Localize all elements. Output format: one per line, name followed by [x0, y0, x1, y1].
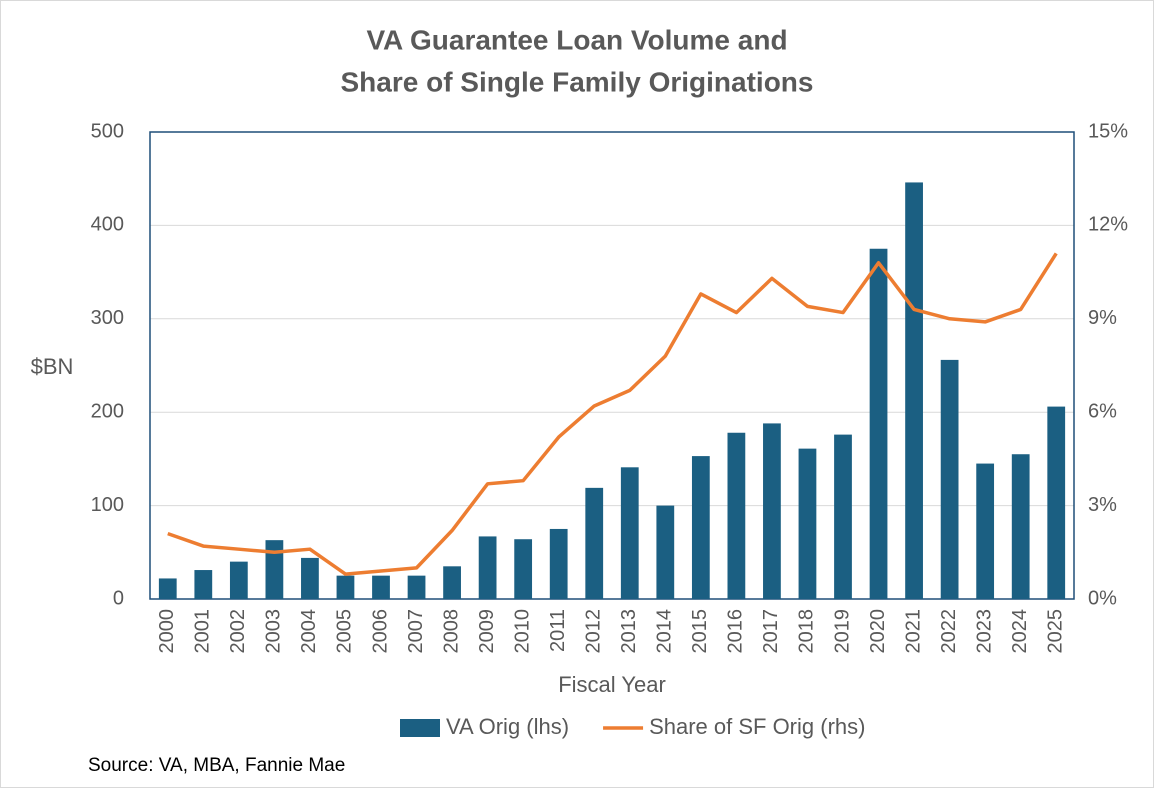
bar [301, 557, 319, 599]
bar [265, 540, 284, 599]
bar [158, 578, 177, 599]
legend-label: VA Orig (lhs) [446, 714, 569, 739]
legend-label: Share of SF Orig (rhs) [649, 714, 865, 739]
y2-tick-label: 0% [1088, 587, 1117, 609]
bar [372, 575, 390, 599]
bar [763, 423, 781, 599]
bar [976, 463, 995, 599]
bar [549, 528, 568, 599]
y2-tick-label: 9% [1088, 307, 1117, 329]
y2-tick-label: 15% [1088, 120, 1128, 142]
y-tick-label: 100 [91, 494, 124, 516]
x-tick-label: 2021 [902, 609, 924, 654]
bar [514, 539, 533, 599]
chart-title: VA Guarantee Loan Volume and [366, 24, 787, 55]
x-tick-label: 2022 [938, 609, 960, 654]
x-tick-label: 2015 [689, 609, 711, 654]
y2-tick-label: 3% [1088, 494, 1117, 516]
x-tick-label: 2014 [654, 609, 676, 654]
y-tick-label: 400 [91, 214, 124, 236]
bar [620, 467, 639, 599]
x-tick-label: 2009 [476, 609, 498, 654]
x-tick-label: 2025 [1045, 609, 1067, 654]
x-tick-label: 2013 [618, 609, 640, 654]
y2-tick-label: 6% [1088, 400, 1117, 422]
source-note: Source: VA, MBA, Fannie Mae [88, 755, 345, 776]
bar [229, 561, 248, 599]
x-tick-label: 2007 [405, 609, 427, 654]
bar [585, 487, 604, 599]
bar [834, 434, 852, 599]
y-tick-label: 300 [91, 307, 124, 329]
bar [905, 182, 923, 599]
x-tick-label: 2011 [547, 609, 569, 652]
x-tick-label: 2019 [831, 609, 853, 654]
bar [1047, 406, 1066, 599]
bar [336, 575, 355, 599]
x-tick-label: 2017 [760, 609, 782, 654]
bar [691, 456, 710, 599]
line [167, 252, 1058, 576]
bar [407, 575, 426, 599]
bar [478, 536, 497, 599]
y-tick-label: 0 [113, 587, 124, 609]
bar [443, 566, 461, 599]
x-tick-label: 2024 [1009, 609, 1031, 654]
bar [869, 248, 888, 599]
plot-frame [149, 131, 1075, 600]
x-tick-label: 2004 [298, 609, 320, 654]
x-tick-label: 2002 [227, 609, 249, 654]
x-tick-label: 2016 [725, 609, 747, 654]
x-tick-label: 2006 [369, 609, 391, 654]
x-tick-label: 2000 [156, 609, 178, 654]
x-tick-label: 2010 [511, 609, 533, 654]
x-axis-title: Fiscal Year [558, 672, 666, 697]
y-tick-label: 200 [91, 400, 124, 422]
chart-title: Share of Single Family Originations [341, 66, 814, 97]
y2-tick-label: 12% [1088, 214, 1128, 236]
x-tick-label: 2020 [867, 609, 889, 654]
x-tick-label: 2008 [440, 609, 462, 654]
x-tick-label: 2023 [973, 609, 995, 654]
bar [656, 505, 675, 599]
bar [727, 432, 746, 599]
x-tick-label: 2005 [334, 609, 356, 654]
x-tick-label: 2012 [583, 609, 605, 654]
legend-swatch [400, 719, 440, 737]
x-tick-label: 2003 [263, 609, 285, 654]
x-tick-label: 2018 [796, 609, 818, 654]
x-tick-label: 2001 [192, 609, 214, 654]
y-tick-label: 500 [91, 120, 124, 142]
bar [194, 570, 213, 599]
bar [1011, 454, 1030, 599]
bar [798, 448, 817, 599]
y-axis-title: $BN [31, 354, 74, 379]
bar [940, 359, 959, 599]
